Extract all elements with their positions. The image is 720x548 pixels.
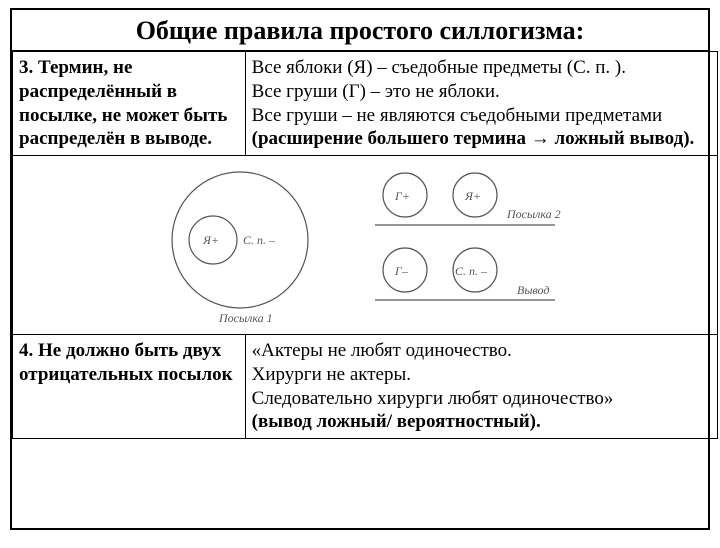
- venn-diagram: Я+ С. п. – Г+ Я+ Г– С. п. – Посылка 2 Вы…: [17, 160, 713, 330]
- example-line: Все яблоки (Я) – съедобные предметы (С. …: [252, 57, 626, 78]
- label-conclusion: Вывод: [517, 283, 549, 297]
- example-line: Следовательно хирурги любят одиночество»: [252, 388, 614, 409]
- label-pear-minus: Г–: [394, 264, 409, 278]
- page-title: Общие правила простого силлогизма:: [12, 10, 708, 51]
- label-edible-minus-r: С. п. –: [455, 264, 488, 278]
- example-line: Все груши (Г) – это не яблоки.: [252, 81, 500, 102]
- table-row: Я+ С. п. – Г+ Я+ Г– С. п. – Посылка 2 Вы…: [13, 156, 718, 335]
- label-premise2: Посылка 2: [506, 207, 561, 221]
- label-apple-plus-r: Я+: [464, 189, 481, 203]
- document-frame: Общие правила простого силлогизма: 3. Те…: [10, 8, 710, 530]
- example-line: «Актеры не любят одиночество.: [252, 340, 512, 361]
- rule-3-term: 3. Термин, не распределённый в посылке, …: [13, 52, 246, 156]
- circle-edible: [172, 172, 308, 308]
- label-pear-plus: Г+: [394, 189, 410, 203]
- rules-table: 3. Термин, не распределённый в посылке, …: [12, 51, 718, 439]
- table-row: 3. Термин, не распределённый в посылке, …: [13, 52, 718, 156]
- example-line: Хирурги не актеры.: [252, 364, 411, 385]
- venn-diagram-cell: Я+ С. п. – Г+ Я+ Г– С. п. – Посылка 2 Вы…: [13, 156, 718, 335]
- table-row: 4. Не должно быть двух отрицательных пос…: [13, 335, 718, 439]
- label-premise1: Посылка 1: [218, 311, 273, 325]
- rule-4-term: 4. Не должно быть двух отрицательных пос…: [13, 335, 246, 439]
- example-conclusion: (вывод ложный/ вероятностный).: [252, 411, 541, 432]
- rule-3-example: Все яблоки (Я) – съедобные предметы (С. …: [245, 52, 717, 156]
- label-apple-plus: Я+: [202, 233, 219, 247]
- example-line: Все груши – не являются съедобными предм…: [252, 105, 663, 126]
- example-conclusion: (расширение большего термина → ложный вы…: [252, 128, 695, 149]
- rule-4-example: «Актеры не любят одиночество. Хирурги не…: [245, 335, 717, 439]
- label-edible-minus: С. п. –: [243, 233, 276, 247]
